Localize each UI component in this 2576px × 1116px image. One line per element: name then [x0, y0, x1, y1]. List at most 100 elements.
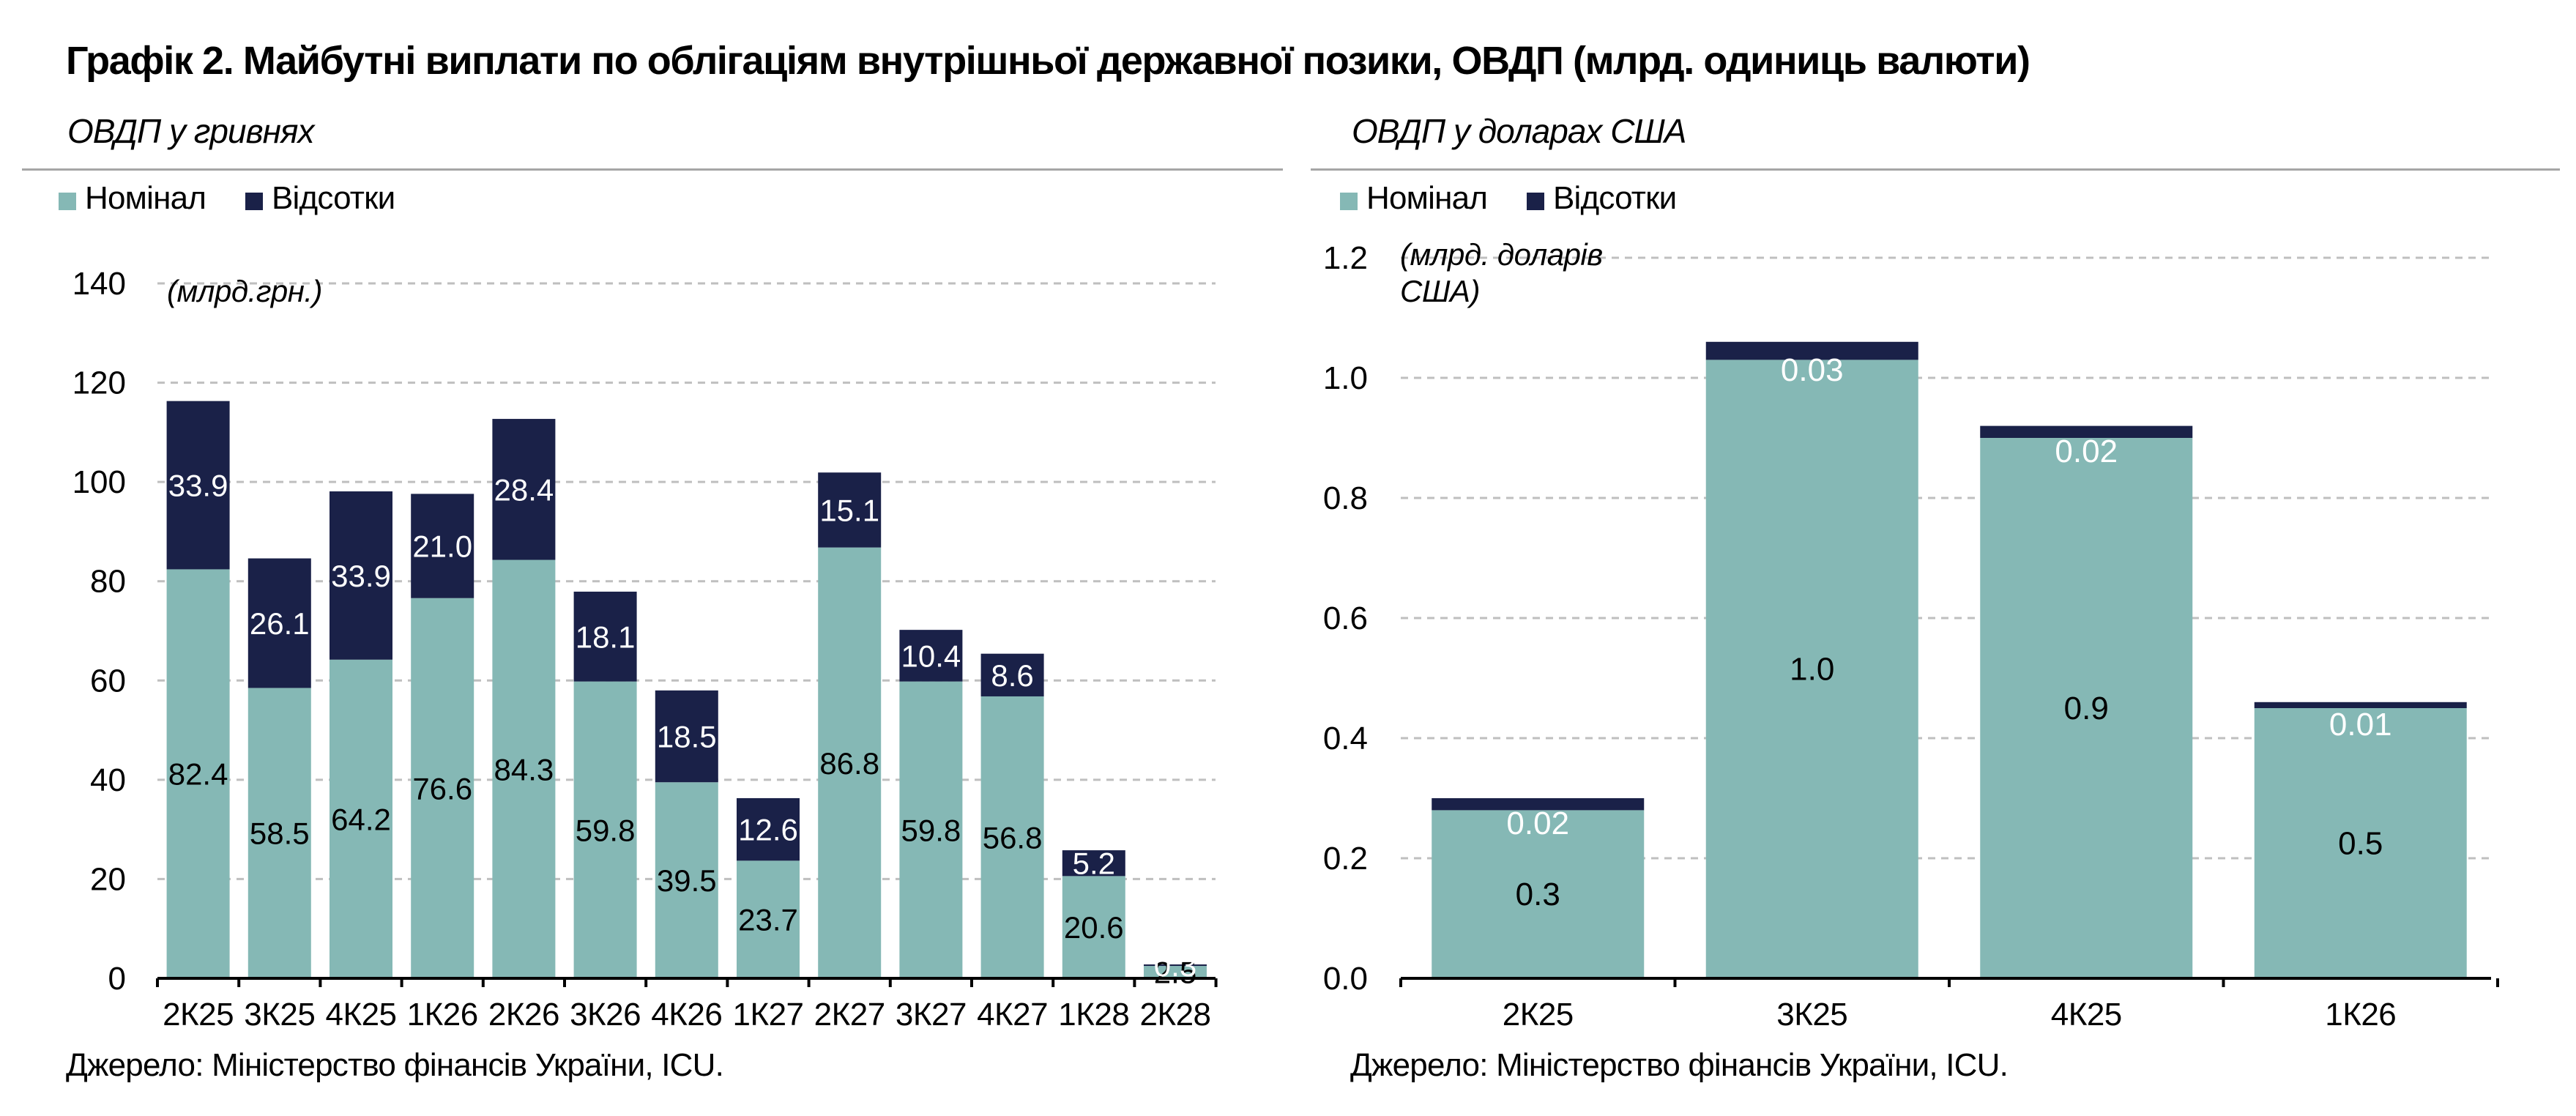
uah-x-tick-label: 3К27 [896, 997, 967, 1033]
uah-data-label-interest: 33.9 [331, 559, 391, 593]
uah-x-tick-label: 1К28 [1058, 997, 1129, 1033]
uah-data-label-interest: 18.1 [576, 620, 636, 654]
chart-main-title: Графік 2. Майбутні виплати по облігаціям… [66, 39, 2030, 83]
uah-data-label-interest: 33.9 [168, 469, 228, 503]
usd-data-label-interest: 0.02 [1506, 806, 1569, 841]
usd-chart-subtitle: ОВДП у доларах США [1352, 112, 1686, 150]
uah-y-tick-label: 80 [90, 564, 126, 600]
uah-data-label-interest: 26.1 [250, 606, 310, 641]
uah-x-tick-label: 2К28 [1139, 997, 1210, 1033]
usd-unit-label: (млрд. доларів [1400, 237, 1603, 272]
uah-bar-interest [1062, 850, 1125, 877]
uah-y-tick-label: 100 [72, 464, 126, 500]
uah-y-tick-label: 140 [72, 266, 126, 302]
uah-data-label-nominal: 59.8 [576, 813, 636, 847]
usd-y-tick-label: 0.8 [1323, 480, 1368, 516]
usd-source-note: Джерело: Міністерство фінансів України, … [1350, 1047, 2009, 1083]
uah-bar-nominal [899, 681, 963, 978]
uah-x-tick-label: 4К26 [651, 997, 722, 1033]
uah-x-tick-label: 2К25 [163, 997, 234, 1033]
uah-data-label-interest: 18.5 [657, 720, 717, 754]
uah-data-label-nominal: 59.8 [901, 813, 961, 847]
uah-bar-interest [899, 630, 963, 682]
uah-y-tick-label: 60 [90, 663, 126, 699]
usd-x-tick-label: 3К25 [1776, 997, 1847, 1033]
usd-bar-interest [1705, 341, 1918, 360]
uah-data-label-interest: 21.0 [412, 529, 472, 564]
uah-bar-nominal [818, 547, 882, 978]
uah-bar-interest [492, 419, 556, 560]
uah-x-tick-label: 1К26 [407, 997, 478, 1033]
uah-data-label-nominal: 58.5 [250, 816, 310, 851]
usd-legend-label-interest: Відсотки [1553, 180, 1676, 216]
uah-bar-nominal [166, 569, 230, 978]
uah-data-label-interest: 8.6 [991, 658, 1033, 693]
usd-y-tick-label: 0.0 [1323, 961, 1368, 997]
uah-y-tick-label: 20 [90, 861, 126, 897]
uah-bar-interest [1144, 964, 1207, 967]
uah-bar-nominal [655, 782, 718, 978]
usd-bar-nominal [1432, 810, 1645, 978]
usd-bar-interest [1980, 425, 2193, 438]
uah-data-label-nominal: 64.2 [331, 802, 391, 836]
usd-legend-label-nominal: Номінал [1366, 180, 1487, 216]
uah-data-label-nominal: 23.7 [738, 903, 798, 937]
uah-header-rule [22, 168, 1283, 171]
uah-bar-interest [737, 797, 800, 861]
uah-source-note: Джерело: Міністерство фінансів України, … [66, 1047, 724, 1083]
uah-legend-label-nominal: Номінал [85, 180, 206, 216]
usd-data-label-interest: 0.01 [2329, 707, 2392, 743]
usd-y-tick-label: 0.6 [1323, 600, 1368, 636]
uah-bar-nominal [411, 598, 474, 978]
uah-legend-swatch-nominal [59, 193, 76, 210]
uah-bar-interest [247, 558, 311, 688]
usd-x-tick-label: 1К26 [2325, 997, 2396, 1033]
uah-y-tick-label: 120 [72, 365, 126, 401]
uah-legend-swatch-interest [245, 193, 263, 210]
usd-y-tick-label: 1.0 [1323, 360, 1368, 396]
uah-data-label-nominal: 56.8 [983, 820, 1043, 855]
uah-data-label-nominal: 39.5 [657, 863, 717, 898]
uah-bar-interest [980, 653, 1044, 696]
usd-bar-nominal [1705, 360, 1918, 978]
usd-legend-swatch-nominal [1340, 193, 1358, 210]
uah-x-tick-label: 4К27 [977, 997, 1048, 1033]
uah-x-tick-label: 4К25 [325, 997, 396, 1033]
uah-x-tick-label: 3К26 [570, 997, 641, 1033]
uah-bar-nominal [492, 559, 556, 978]
usd-data-label-interest: 0.03 [1781, 352, 1844, 388]
uah-bar-interest [330, 491, 392, 660]
uah-data-label-nominal: 82.4 [168, 757, 228, 792]
usd-y-tick-label: 1.2 [1323, 240, 1368, 276]
uah-legend-label-interest: Відсотки [272, 180, 395, 216]
usd-bar-nominal [1980, 438, 2193, 978]
usd-data-label-nominal: 0.3 [1516, 877, 1560, 912]
uah-data-label-interest: 15.1 [819, 493, 879, 527]
uah-bar-nominal [573, 681, 637, 978]
uah-bar-interest [573, 591, 637, 682]
uah-data-label-interest: 5.2 [1073, 847, 1115, 881]
usd-data-label-interest: 0.02 [2055, 434, 2118, 469]
uah-chart-subtitle: ОВДП у гривнях [67, 112, 314, 150]
uah-bar-nominal [330, 659, 392, 978]
uah-x-tick-label: 3К25 [244, 997, 315, 1033]
usd-x-tick-label: 4К25 [2051, 997, 2122, 1033]
uah-bar-nominal [1144, 966, 1207, 978]
usd-bar-nominal [2254, 708, 2467, 978]
uah-data-label-nominal: 84.3 [494, 752, 554, 786]
usd-legend-swatch-interest [1527, 193, 1544, 210]
uah-data-label-nominal: 76.6 [412, 771, 472, 806]
usd-bar-interest [1432, 798, 1645, 811]
uah-unit-label: (млрд.грн.) [167, 274, 322, 308]
uah-y-tick-label: 0 [108, 961, 126, 997]
uah-bar-nominal [247, 688, 311, 978]
uah-data-label-interest: 10.4 [901, 639, 961, 673]
uah-bar-interest [818, 472, 882, 548]
uah-bar-nominal [737, 860, 800, 978]
uah-bar-interest [166, 401, 230, 570]
uah-data-label-nominal: 86.8 [819, 746, 879, 781]
uah-y-tick-label: 40 [90, 762, 126, 798]
uah-data-label-nominal: 20.6 [1064, 910, 1124, 945]
uah-x-tick-label: 1К27 [732, 997, 803, 1033]
